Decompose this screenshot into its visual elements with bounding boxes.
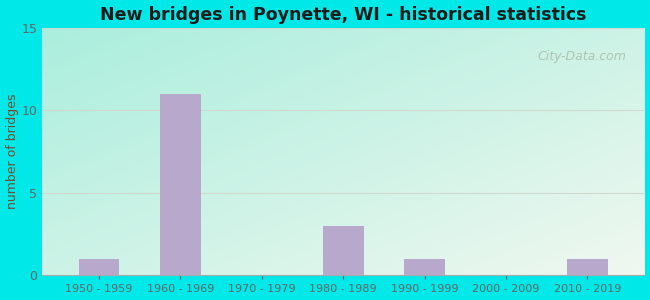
Bar — [79, 259, 120, 275]
Bar — [323, 226, 363, 275]
Bar — [160, 94, 201, 275]
Bar — [567, 259, 608, 275]
Y-axis label: number of bridges: number of bridges — [6, 94, 19, 209]
Bar — [404, 259, 445, 275]
Title: New bridges in Poynette, WI - historical statistics: New bridges in Poynette, WI - historical… — [100, 6, 586, 24]
Text: City-Data.com: City-Data.com — [538, 50, 627, 63]
